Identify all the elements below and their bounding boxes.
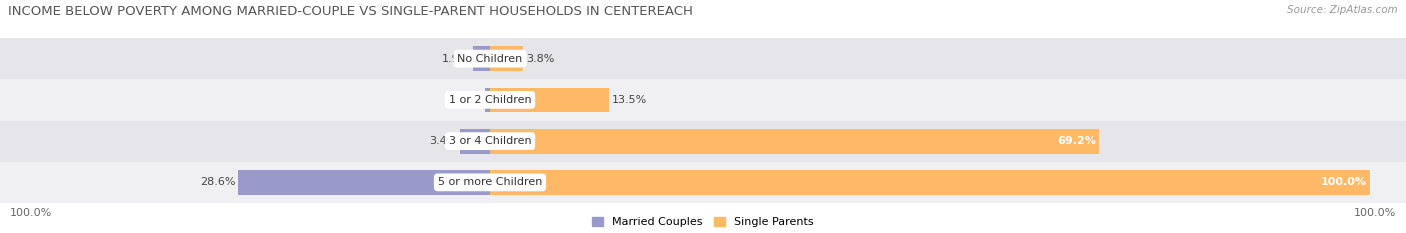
Text: 0.55%: 0.55% <box>447 95 482 105</box>
Text: 69.2%: 69.2% <box>1057 136 1095 146</box>
Bar <box>0 162 1406 203</box>
Text: 5 or more Children: 5 or more Children <box>437 177 543 187</box>
Text: 1.9%: 1.9% <box>441 54 470 64</box>
Bar <box>239 170 491 195</box>
Text: 13.5%: 13.5% <box>612 95 647 105</box>
Bar <box>485 88 491 112</box>
Text: 100.0%: 100.0% <box>10 208 52 218</box>
Text: INCOME BELOW POVERTY AMONG MARRIED-COUPLE VS SINGLE-PARENT HOUSEHOLDS IN CENTERE: INCOME BELOW POVERTY AMONG MARRIED-COUPL… <box>8 5 693 18</box>
Text: 28.6%: 28.6% <box>200 177 235 187</box>
Bar <box>0 120 1406 162</box>
Bar <box>0 79 1406 120</box>
Bar <box>474 46 491 71</box>
Text: 3.4%: 3.4% <box>429 136 457 146</box>
Bar <box>491 129 1099 154</box>
Text: 3 or 4 Children: 3 or 4 Children <box>449 136 531 146</box>
Text: Source: ZipAtlas.com: Source: ZipAtlas.com <box>1288 5 1398 15</box>
Bar <box>491 46 523 71</box>
Text: 3.8%: 3.8% <box>526 54 555 64</box>
Bar <box>460 129 491 154</box>
Legend: Married Couples, Single Parents: Married Couples, Single Parents <box>592 217 814 227</box>
Text: 1 or 2 Children: 1 or 2 Children <box>449 95 531 105</box>
Bar <box>0 38 1406 79</box>
Bar <box>491 170 1369 195</box>
Text: 100.0%: 100.0% <box>1322 177 1367 187</box>
Bar <box>491 88 609 112</box>
Text: No Children: No Children <box>457 54 523 64</box>
Text: 100.0%: 100.0% <box>1354 208 1396 218</box>
